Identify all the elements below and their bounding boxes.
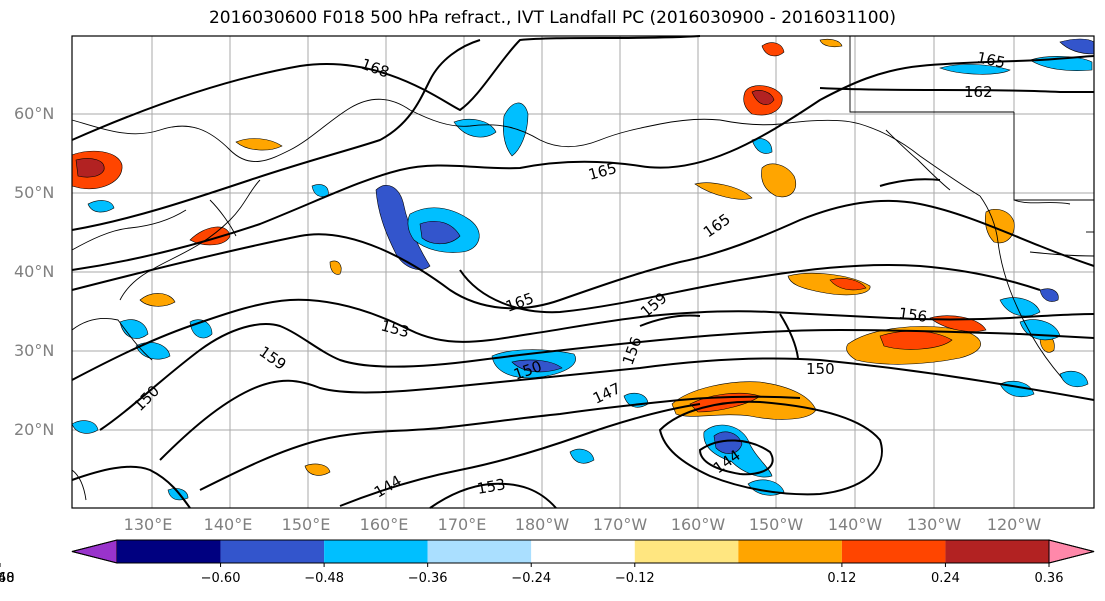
lon-label: 170°E [437, 515, 487, 534]
lon-label: 120°W [986, 515, 1042, 534]
colorbar-swatch [634, 540, 739, 563]
lon-label: 160°E [359, 515, 409, 534]
lon-label: 130°E [123, 515, 173, 534]
height-contours [71, 35, 1095, 509]
contour-label: 153 [476, 475, 507, 498]
lon-label: 180°W [514, 515, 570, 534]
lon-label: 150°W [748, 515, 804, 534]
colorbar-tick-label: 0.48 [0, 571, 15, 586]
colorbar-extend-low [71, 539, 118, 564]
contour-label: 150 [806, 360, 835, 378]
colorbar-tick-label: −0.60 [200, 571, 241, 586]
contour-label: 156 [897, 304, 928, 326]
colorbar-tick-label: 0.60 [0, 571, 15, 586]
lat-label: 60°N [14, 104, 55, 123]
lat-label: 20°N [14, 420, 55, 439]
map-panel: 168 165 162 165 165 165 159 156 153 150 … [71, 35, 1095, 509]
colorbar-tick-label: −0.36 [407, 571, 448, 586]
map-frame [71, 35, 1095, 509]
colorbar-tick-label: 0.24 [930, 571, 960, 586]
colorbar-extend-high [1048, 539, 1095, 564]
colorbar-swatch [738, 540, 842, 563]
colorbar-swatch [945, 540, 1049, 563]
lon-label: 140°W [827, 515, 883, 534]
colorbar-tick-label: 0.12 [827, 571, 857, 586]
colorbar [0, 539, 1095, 567]
colorbar-swatch [531, 540, 635, 563]
lon-label: 140°E [203, 515, 253, 534]
colorbar-swatch [427, 540, 532, 563]
lon-label: 130°W [906, 515, 962, 534]
contour-label: 165 [975, 48, 1007, 72]
lon-label: 150°E [281, 515, 331, 534]
colorbar-swatch [117, 540, 221, 563]
lat-label: 40°N [14, 262, 55, 281]
colorbar-outline [71, 539, 1095, 564]
colorbar-swatch [841, 540, 946, 563]
gridlines [72, 36, 1094, 508]
lat-label: 30°N [14, 341, 55, 360]
lon-label: 170°W [592, 515, 648, 534]
colorbar-swatch [220, 540, 325, 563]
colorbar-tick-label: −0.24 [511, 571, 552, 586]
lon-label: 160°W [670, 515, 726, 534]
colorbar-swatch [324, 540, 428, 563]
lat-label: 50°N [14, 183, 55, 202]
colorbar-tick-label: −0.12 [614, 571, 655, 586]
colorbar-tick-label: −0.48 [304, 571, 345, 586]
map-title: 2016030600 F018 500 hPa refract., IVT La… [208, 8, 896, 28]
colorbar-tick-label: 0.36 [1034, 571, 1064, 586]
contour-label: 162 [964, 83, 993, 101]
